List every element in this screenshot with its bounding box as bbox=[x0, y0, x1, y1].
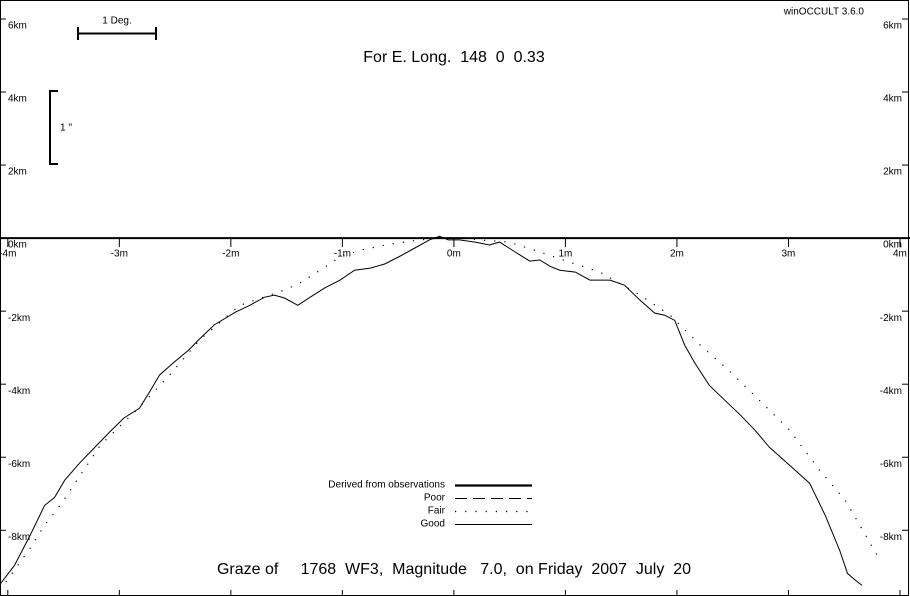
chart-subtitle: For E. Long. 148 0 0.33 bbox=[363, 49, 545, 66]
x-tick-label: -2m bbox=[222, 249, 239, 260]
y-tick-label-left: -2km bbox=[8, 313, 30, 324]
y-tick-label-right: 6km bbox=[883, 21, 902, 32]
arcsec-scale-label: 1 '' bbox=[60, 123, 72, 134]
x-tick-label: -4m bbox=[0, 249, 16, 260]
legend-label: Poor bbox=[424, 493, 446, 504]
y-tick-label-right: 0km bbox=[883, 240, 902, 251]
chart-title: Graze of 1768 WF3, Magnitude 7.0, on Fri… bbox=[217, 561, 691, 578]
y-tick-label-right: 4km bbox=[883, 94, 902, 105]
y-tick-label-left: -6km bbox=[8, 459, 30, 470]
y-tick-label-right: -2km bbox=[880, 313, 902, 324]
x-tick-label: 3m bbox=[781, 249, 795, 260]
x-tick-label: -1m bbox=[334, 249, 351, 260]
y-tick-label-right: 2km bbox=[883, 167, 902, 178]
y-tick-label-right: -8km bbox=[880, 532, 902, 543]
y-tick-label-left: 2km bbox=[8, 167, 27, 178]
degree-scale-label: 1 Deg. bbox=[102, 16, 131, 27]
y-tick-label-left: 0km bbox=[8, 240, 27, 251]
x-tick-label: 1m bbox=[558, 249, 572, 260]
x-tick-label: 4m bbox=[893, 249, 907, 260]
profile-line bbox=[0, 235, 863, 586]
x-tick-label: 0m bbox=[447, 249, 461, 260]
x-tick-label: -3m bbox=[111, 249, 128, 260]
x-tick-label: 2m bbox=[670, 249, 684, 260]
y-tick-label-right: -6km bbox=[880, 459, 902, 470]
legend-label: Good bbox=[421, 519, 445, 530]
profile-line bbox=[0, 237, 881, 591]
y-tick-label-right: -4km bbox=[880, 386, 902, 397]
version-label: winOCCULT 3.6.0 bbox=[783, 7, 865, 18]
y-tick-label-left: 4km bbox=[8, 94, 27, 105]
degree-scale-bar bbox=[77, 27, 157, 40]
legend-label: Fair bbox=[428, 506, 446, 517]
y-tick-label-left: -4km bbox=[8, 386, 30, 397]
legend-label: Derived from observations bbox=[328, 480, 445, 491]
arcsec-scale-bar bbox=[49, 90, 58, 165]
y-tick-label-left: -8km bbox=[8, 532, 30, 543]
y-tick-label-left: 6km bbox=[8, 21, 27, 32]
